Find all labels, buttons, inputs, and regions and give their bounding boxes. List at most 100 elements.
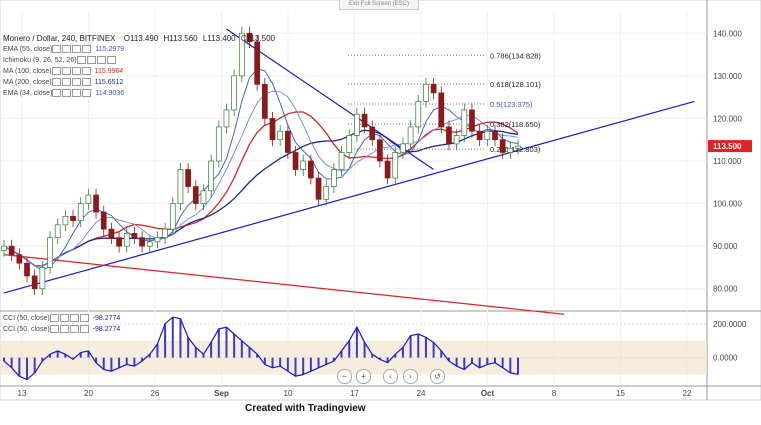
candle-body — [231, 75, 237, 111]
x-tick-label: 15 — [616, 389, 625, 398]
candle-body — [446, 126, 452, 145]
indicator-toggle-icon[interactable] — [52, 89, 62, 97]
indicator-toggle-icon[interactable] — [51, 78, 61, 86]
candle-body — [476, 130, 483, 141]
candle-body — [139, 237, 145, 247]
candle-body — [192, 186, 199, 204]
indicator-label: EMA (34, close) — [3, 89, 53, 97]
candle-body — [185, 169, 191, 187]
indicator-toggle-icon[interactable] — [52, 45, 62, 53]
reset-icon[interactable]: ↺ — [430, 369, 445, 384]
y-tick-label: 130.000 — [713, 72, 742, 81]
indicator-value: -98.2774 — [92, 325, 121, 333]
candle-body — [361, 113, 368, 128]
indicator-label: Ichimoku (9, 26, 52, 26) — [3, 56, 77, 64]
ma-200-line — [3, 129, 519, 267]
indicator-value: 115.2979 — [95, 45, 125, 53]
indicator-toggle-icon[interactable] — [51, 67, 61, 75]
candle-body — [430, 84, 437, 94]
minus-icon[interactable]: − — [337, 369, 352, 384]
candle-body — [8, 245, 15, 256]
chevron-right-icon[interactable]: › — [403, 369, 418, 384]
osc-y-tick-label: 200.0000 — [713, 320, 747, 329]
symbol-title: Monero / Dollar, 240, BITFINEX — [3, 34, 116, 43]
candle-body — [39, 267, 46, 290]
chevron-left-icon[interactable]: ‹ — [383, 369, 398, 384]
oscillator-row[interactable]: CCI (50, close) -98.2774 — [3, 314, 120, 322]
candle-body — [169, 203, 176, 230]
y-tick-label: 140.000 — [713, 29, 742, 38]
indicator-row[interactable]: Ichimoku (9, 26, 52, 26) — [3, 56, 117, 64]
indicator-toggle-icon[interactable] — [96, 56, 106, 64]
indicator-toggle-icon[interactable] — [69, 325, 79, 333]
indicator-value: 114.9036 — [95, 89, 125, 97]
candle-body — [269, 118, 276, 141]
indicator-toggle-icon[interactable] — [59, 325, 69, 333]
indicator-toggle-icon[interactable] — [106, 56, 116, 64]
indicator-toggle-icon[interactable] — [61, 67, 71, 75]
indicator-toggle-icon[interactable] — [71, 78, 81, 86]
low-value: L113.400 — [202, 34, 236, 43]
indicator-value: -98.2774 — [92, 314, 121, 322]
resistance-trendline — [226, 28, 434, 171]
oscillator-row[interactable]: CCI (50, close) -98.2774 — [3, 325, 120, 333]
candle-body — [62, 215, 69, 226]
candle-body — [85, 194, 92, 204]
exit-fullscreen-button[interactable]: Exit Full Screen (ESC) — [339, 0, 419, 10]
indicator-row[interactable]: MA (200, close) 115.6512 — [3, 78, 123, 86]
x-tick-label: 20 — [84, 389, 93, 398]
candle-body — [277, 130, 284, 141]
indicator-row[interactable]: EMA (55, close) 115.2979 — [3, 45, 124, 53]
candle-body — [108, 228, 115, 238]
indicator-toggle-icon[interactable] — [62, 45, 72, 53]
indicator-toggle-icon[interactable] — [71, 67, 81, 75]
candle-body — [16, 254, 23, 264]
fib-level-label: 0.786(134.828) — [490, 51, 541, 60]
credit-text: Created with Tradingview — [245, 403, 366, 414]
candle-body — [331, 169, 337, 187]
indicator-label: EMA (55, close) — [3, 45, 53, 53]
indicator-toggle-icon[interactable] — [61, 78, 71, 86]
indicator-toggle-icon[interactable] — [76, 56, 86, 64]
indicator-toggle-icon[interactable] — [72, 45, 82, 53]
indicator-toggle-icon[interactable] — [69, 314, 79, 322]
candle-body — [415, 101, 422, 128]
indicator-toggle-icon[interactable] — [81, 78, 91, 86]
indicator-toggle-icon[interactable] — [82, 89, 92, 97]
indicator-value: 115.6512 — [94, 78, 124, 86]
indicator-toggle-icon[interactable] — [82, 45, 92, 53]
candle-body — [261, 84, 268, 119]
indicator-toggle-icon[interactable] — [79, 314, 89, 322]
indicator-row[interactable]: MA (100, close) 115.9964 — [3, 67, 123, 75]
candle-body — [369, 126, 376, 141]
indicator-toggle-icon[interactable] — [49, 314, 59, 322]
cci-line — [3, 316, 519, 381]
close-value: C113.500 — [240, 34, 275, 43]
fib-level-label: 0.382(118.650) — [490, 120, 541, 129]
candle-body — [24, 262, 30, 277]
red-trendline — [3, 254, 565, 315]
x-tick-label: 26 — [151, 389, 160, 398]
indicator-row[interactable]: EMA (34, close) 114.9036 — [3, 89, 124, 97]
plus-icon[interactable]: + — [356, 369, 371, 384]
candle-body — [131, 233, 138, 238]
fib-level-label: 0.236(112.803) — [490, 145, 541, 154]
x-tick-label: 24 — [417, 389, 426, 398]
candle-body — [246, 32, 253, 43]
x-tick-label: Sep — [214, 389, 229, 398]
last-price-label: 113.500 — [713, 142, 742, 151]
y-tick-label: 110.000 — [713, 157, 742, 166]
indicator-toggle-icon[interactable] — [79, 325, 89, 333]
indicator-toggle-icon[interactable] — [59, 314, 69, 322]
indicator-toggle-icon[interactable] — [62, 89, 72, 97]
indicator-toggle-icon[interactable] — [49, 325, 59, 333]
indicator-toggle-icon[interactable] — [72, 89, 82, 97]
indicator-toggle-icon[interactable] — [81, 67, 91, 75]
candle-body — [93, 194, 99, 213]
candle-body — [469, 109, 475, 132]
candle-body — [146, 241, 153, 247]
candle-body — [492, 130, 498, 141]
indicator-toggle-icon[interactable] — [86, 56, 96, 64]
candle-body — [377, 139, 383, 162]
